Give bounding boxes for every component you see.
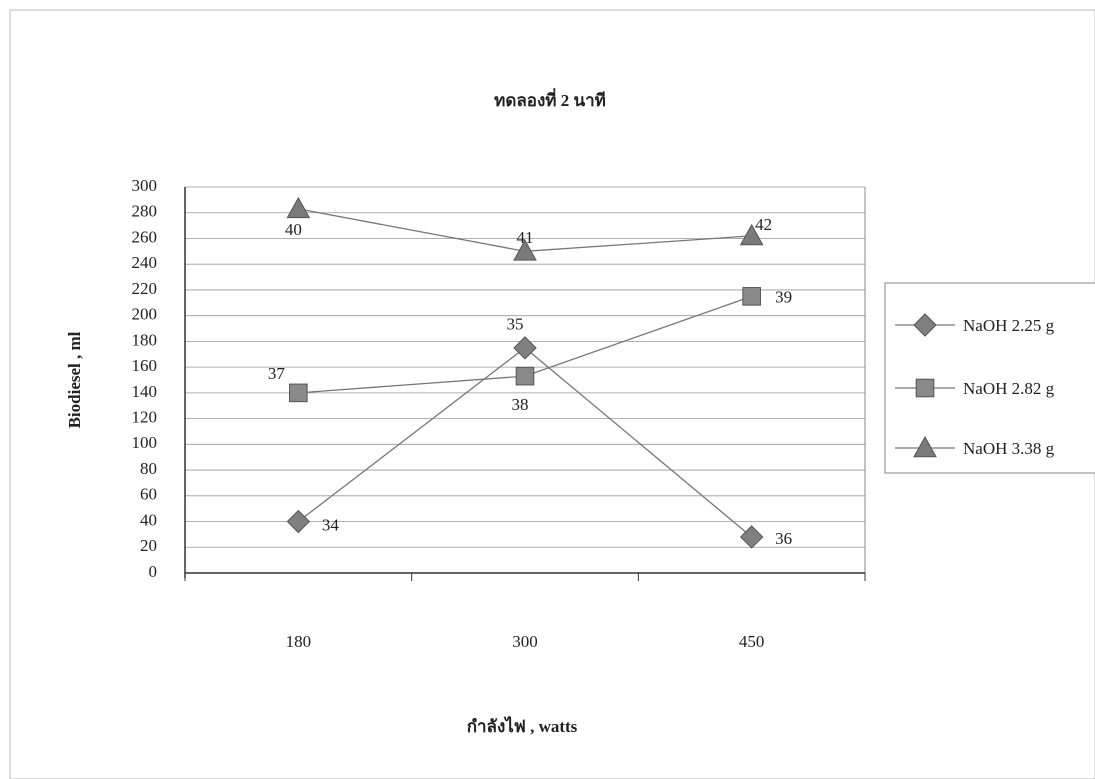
point-label: 41 <box>517 228 534 247</box>
y-tick-label: 40 <box>140 510 157 529</box>
y-tick-label: 80 <box>140 459 157 478</box>
point-label: 42 <box>755 215 772 234</box>
point-label: 39 <box>775 287 792 306</box>
y-tick-label: 160 <box>132 356 158 375</box>
legend-label: NaOH 2.25 g <box>963 316 1055 335</box>
y-tick-label: 0 <box>149 562 158 581</box>
x-tick-label: 450 <box>739 632 765 651</box>
data-point <box>287 511 309 533</box>
point-label: 38 <box>512 395 529 414</box>
y-tick-label: 60 <box>140 485 157 504</box>
data-point <box>514 337 536 359</box>
legend-marker <box>916 379 934 397</box>
point-label: 37 <box>268 364 286 383</box>
y-tick-label: 240 <box>132 253 158 272</box>
x-tick-label: 180 <box>286 632 312 651</box>
chart: ทดลองที่ 2 นาที Biodiesel , ml กำลังไฟ ,… <box>0 0 1095 779</box>
point-label: 40 <box>285 220 302 239</box>
y-tick-label: 100 <box>132 433 158 452</box>
point-label: 35 <box>507 315 524 334</box>
data-point <box>516 367 534 385</box>
y-tick-label: 220 <box>132 279 158 298</box>
x-tick-label: 300 <box>512 632 538 651</box>
y-tick-label: 180 <box>132 330 158 349</box>
y-axis-label: Biodiesel , ml <box>65 331 84 428</box>
data-point <box>287 198 309 218</box>
legend-label: NaOH 3.38 g <box>963 439 1055 458</box>
point-label: 36 <box>775 529 792 548</box>
y-tick-label: 20 <box>140 536 157 555</box>
chart-title: ทดลองที่ 2 นาที <box>494 88 606 110</box>
x-axis-label: กำลังไฟ , watts <box>467 716 578 736</box>
point-label: 34 <box>322 515 340 534</box>
y-tick-label: 300 <box>132 176 158 195</box>
y-tick-label: 200 <box>132 305 158 324</box>
y-tick-label: 280 <box>132 202 158 221</box>
data-point <box>743 288 761 306</box>
data-point <box>290 384 308 402</box>
legend-label: NaOH 2.82 g <box>963 379 1055 398</box>
y-tick-label: 260 <box>132 227 158 246</box>
data-point <box>741 526 763 548</box>
y-tick-label: 120 <box>132 408 158 427</box>
y-tick-label: 140 <box>132 382 158 401</box>
